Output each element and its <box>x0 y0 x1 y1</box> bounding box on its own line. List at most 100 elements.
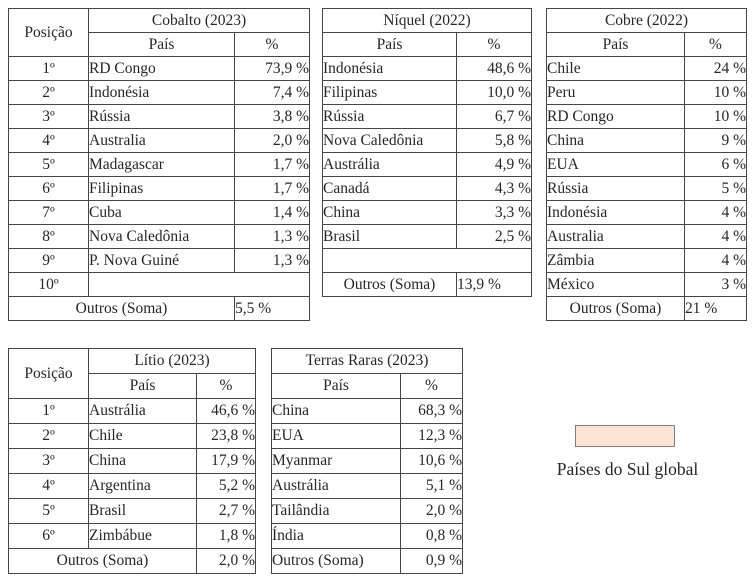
empty-cell <box>88 272 310 297</box>
country-cell: P. Nova Guiné <box>88 248 235 273</box>
cobre-table-grid: Cobre (2022) País % Chile 24 % Peru 10 %… <box>546 8 747 321</box>
table-title: Cobalto (2023) <box>88 8 310 33</box>
spacer-cell <box>322 248 532 273</box>
country-cell: China <box>271 398 401 424</box>
percent-cell: 1,3 % <box>234 248 310 273</box>
country-column-header: País <box>546 32 685 57</box>
percent-column-header: % <box>234 32 310 57</box>
position-header: Posição <box>8 8 89 57</box>
percent-cell: 2,5 % <box>456 224 532 249</box>
spacer-row <box>322 248 532 273</box>
percent-cell: 68,3 % <box>400 398 463 424</box>
country-cell: Madagascar <box>88 152 235 177</box>
position-cell: 3º <box>8 104 89 129</box>
country-cell: EUA <box>546 152 685 177</box>
table-title: Níquel (2022) <box>322 8 532 33</box>
country-cell: Peru <box>546 80 685 105</box>
position-cell: 7º <box>8 200 89 225</box>
percent-cell: 1,8 % <box>196 523 256 549</box>
table-row: 3º China 17,9 % <box>8 448 256 474</box>
percent-cell: 3,3 % <box>456 200 532 225</box>
table-row: Filipinas 10,0 % <box>322 80 532 105</box>
table-row: 8º Nova Caledônia 1,3 % <box>8 224 310 249</box>
percent-cell: 48,6 % <box>456 56 532 81</box>
percent-cell: 17,9 % <box>196 448 256 474</box>
percent-column-header: % <box>196 373 256 399</box>
table-row: 4º Australia 2,0 % <box>8 128 310 153</box>
country-cell: EUA <box>271 423 401 449</box>
outros-label-cell: Outros (Soma) <box>546 296 685 321</box>
cobalto-table: Posição Cobalto (2023) País % 1º RD Cong… <box>8 8 310 321</box>
percent-cell: 73,9 % <box>234 56 310 81</box>
litio-table: Posição Lítio (2023) País % 1º Austrália… <box>8 348 256 574</box>
table-row: Chile 24 % <box>546 56 747 81</box>
outros-label-cell: Outros (Soma) <box>8 296 235 321</box>
country-cell: Austrália <box>322 152 457 177</box>
position-cell: 1º <box>8 56 89 81</box>
country-cell: Austrália <box>88 398 197 424</box>
table-row: Zâmbia 4 % <box>546 248 747 273</box>
percent-cell: 6,7 % <box>456 104 532 129</box>
percent-cell: 5,2 % <box>196 473 256 499</box>
country-cell: Australia <box>546 224 685 249</box>
position-cell: 8º <box>8 224 89 249</box>
table-subheader-row: País % <box>271 373 463 399</box>
country-cell: Brasil <box>322 224 457 249</box>
percent-cell: 3,8 % <box>234 104 310 129</box>
country-cell: RD Congo <box>546 104 685 129</box>
country-cell: Australia <box>88 128 235 153</box>
table-row: 9º P. Nova Guiné 1,3 % <box>8 248 310 273</box>
percent-cell: 23,8 % <box>196 423 256 449</box>
table-row: 1º Austrália 46,6 % <box>8 398 256 424</box>
table-row: 1º RD Congo 73,9 % <box>8 56 310 81</box>
percent-cell: 1,4 % <box>234 200 310 225</box>
table-row: Brasil 2,5 % <box>322 224 532 249</box>
country-cell: Chile <box>88 423 197 449</box>
table-title: Lítio (2023) <box>88 348 256 374</box>
percent-cell: 10,0 % <box>456 80 532 105</box>
percent-cell: 24 % <box>684 56 747 81</box>
cobre-table: Cobre (2022) País % Chile 24 % Peru 10 %… <box>546 8 747 321</box>
country-cell: Chile <box>546 56 685 81</box>
country-column-header: País <box>322 32 457 57</box>
percent-cell: 5,8 % <box>456 128 532 153</box>
position-cell: 6º <box>8 176 89 201</box>
percent-cell: 9 % <box>684 128 747 153</box>
percent-cell: 4 % <box>684 224 747 249</box>
percent-cell: 0,8 % <box>400 523 463 549</box>
country-cell: Rússia <box>546 176 685 201</box>
table-row: Indonésia 48,6 % <box>322 56 532 81</box>
cobalto-table-grid: Posição Cobalto (2023) País % 1º RD Cong… <box>8 8 310 321</box>
country-cell: México <box>546 272 685 297</box>
percent-cell: 10 % <box>684 80 747 105</box>
table-header-row: Cobre (2022) <box>546 8 747 33</box>
country-column-header: País <box>88 32 235 57</box>
outros-percent-cell: 0,9 % <box>400 548 463 574</box>
position-cell: 5º <box>8 498 89 524</box>
percent-column-header: % <box>456 32 532 57</box>
table-row: Nova Caledônia 5,8 % <box>322 128 532 153</box>
country-cell: Indonésia <box>546 200 685 225</box>
country-cell: Cuba <box>88 200 235 225</box>
country-cell: Myanmar <box>271 448 401 474</box>
country-cell: Tailândia <box>271 498 401 524</box>
country-cell: Zimbábue <box>88 523 197 549</box>
percent-cell: 1,3 % <box>234 224 310 249</box>
position-cell: 6º <box>8 523 89 549</box>
table-row: Myanmar 10,6 % <box>271 448 463 474</box>
position-cell: 1º <box>8 398 89 424</box>
percent-cell: 5,1 % <box>400 473 463 499</box>
country-cell: Indonésia <box>88 80 235 105</box>
table-row: Rússia 5 % <box>546 176 747 201</box>
percent-cell: 5 % <box>684 176 747 201</box>
outros-label-cell: Outros (Soma) <box>271 548 401 574</box>
outros-row: Outros (Soma) 13,9 % <box>322 272 532 297</box>
percent-cell: 2,7 % <box>196 498 256 524</box>
country-cell: China <box>546 128 685 153</box>
outros-row: Outros (Soma) 5,5 % <box>8 296 310 321</box>
table-row: Peru 10 % <box>546 80 747 105</box>
table-row: Australia 4 % <box>546 224 747 249</box>
terras-raras-table: Terras Raras (2023) País % China 68,3 % … <box>271 348 463 574</box>
table-header-row: Posição Lítio (2023) <box>8 348 256 399</box>
niquel-table-grid: Níquel (2022) País % Indonésia 48,6 % Fi… <box>322 8 532 297</box>
